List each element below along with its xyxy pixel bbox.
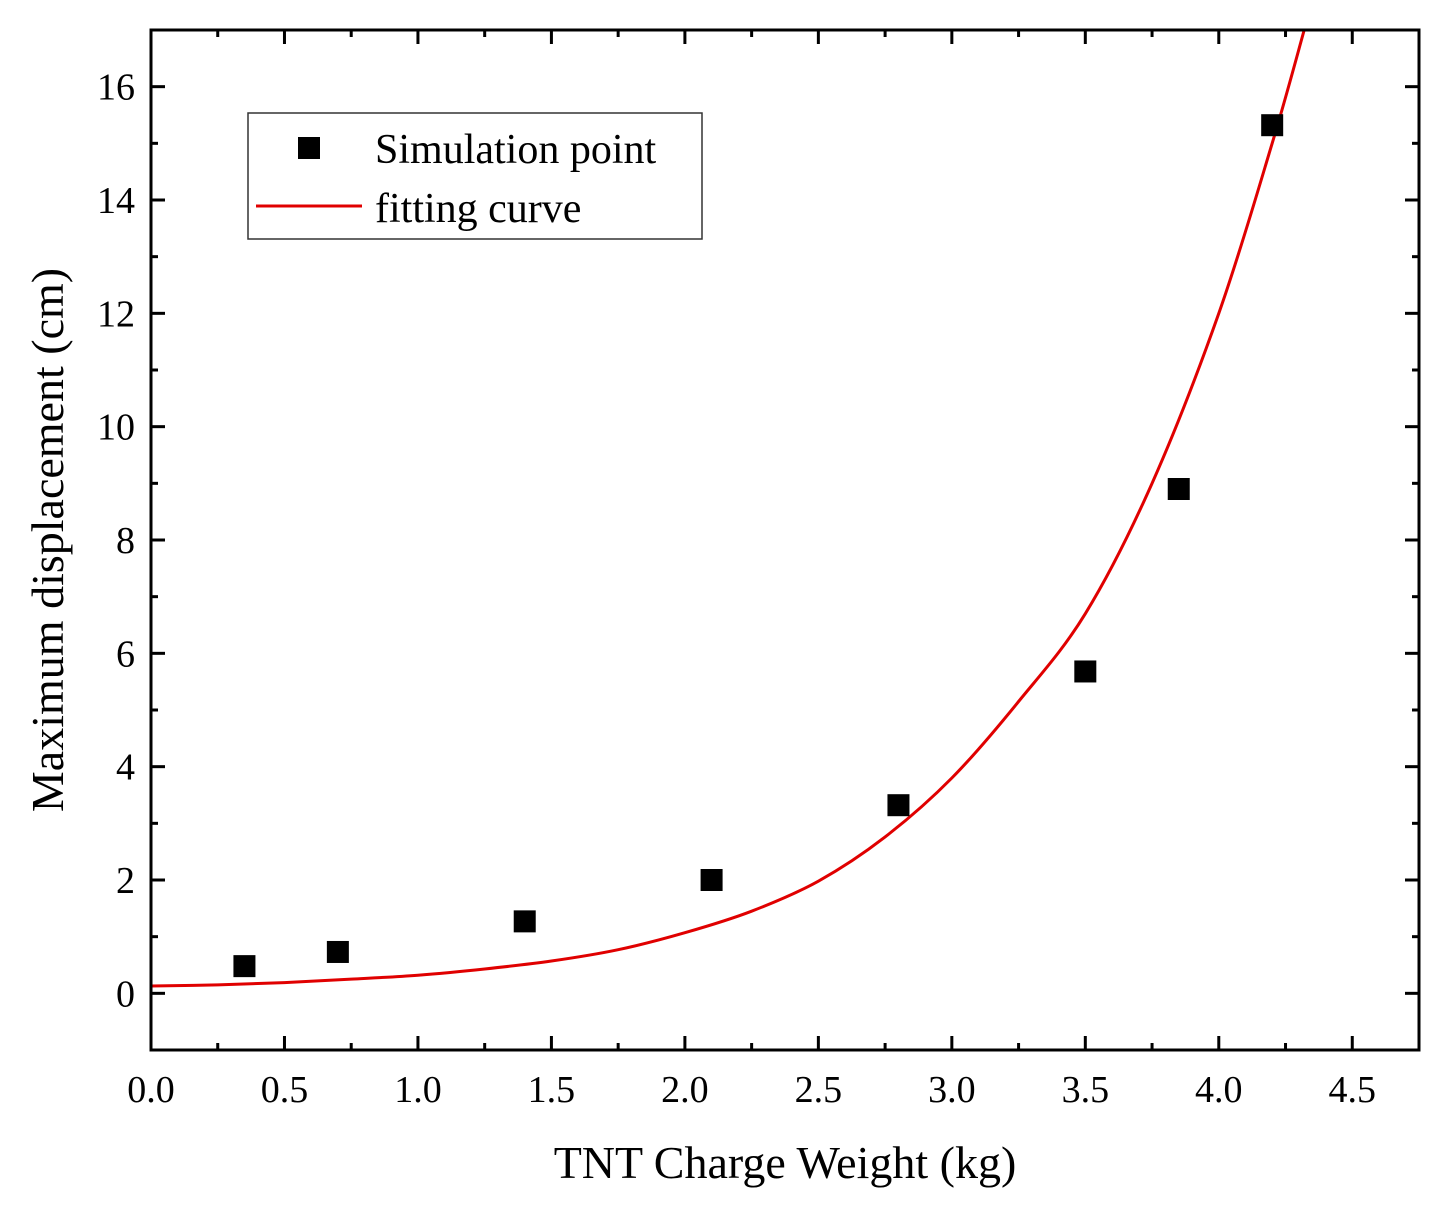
fitting-curve-layer bbox=[151, 30, 1306, 988]
simulation-point bbox=[1074, 660, 1097, 683]
plot-frame bbox=[149, 28, 1421, 1052]
x-tick-label: 0.5 bbox=[261, 1069, 309, 1111]
axis-ticks: 0.0 0.5 1.0 1.5 2.0 2.5 3.0 3.5 4.0 4.5 0 2 4 6 8 10 12 1… bbox=[97, 28, 1419, 1111]
simulation-points-layer bbox=[233, 114, 1284, 978]
simulation-point bbox=[700, 869, 723, 891]
x-tick-label: 3.5 bbox=[1062, 1069, 1110, 1111]
x-tick-label: 1.0 bbox=[394, 1069, 442, 1111]
simulation-point bbox=[326, 940, 349, 963]
y-tick-label: 16 bbox=[97, 67, 135, 109]
x-tick-label: 2.0 bbox=[661, 1069, 709, 1111]
x-tick-label: 4.0 bbox=[1195, 1069, 1243, 1111]
y-tick-label: 2 bbox=[116, 860, 135, 902]
legend-square-marker bbox=[298, 137, 320, 159]
legend: Simulation point fitting curve bbox=[247, 112, 703, 240]
y-tick-label: 0 bbox=[116, 973, 135, 1015]
y-tick-label: 10 bbox=[97, 407, 135, 449]
y-tick-label: 4 bbox=[116, 747, 135, 789]
simulation-point bbox=[887, 794, 910, 817]
legend-box bbox=[247, 112, 703, 240]
simulation-point bbox=[233, 955, 256, 978]
x-tick-label: 2.5 bbox=[795, 1069, 843, 1111]
y-tick-label: 12 bbox=[97, 293, 135, 335]
x-tick-label: 3.0 bbox=[928, 1069, 976, 1111]
fitting-curve-line bbox=[151, 30, 1306, 988]
simulation-point bbox=[1261, 114, 1284, 137]
simulation-point bbox=[1167, 478, 1190, 500]
x-tick-label: 4.5 bbox=[1329, 1069, 1377, 1111]
x-axis-title: TNT Charge Weight (kg) bbox=[554, 1137, 1017, 1188]
y-tick-label: 8 bbox=[116, 520, 135, 562]
y-tick-label: 6 bbox=[116, 633, 135, 675]
x-tick-label: 1.5 bbox=[528, 1069, 576, 1111]
y-tick-label: 14 bbox=[97, 180, 135, 222]
legend-label-simulation-point: Simulation point bbox=[375, 127, 657, 173]
simulation-point bbox=[513, 910, 536, 933]
legend-label-fitting-curve: fitting curve bbox=[375, 186, 581, 232]
x-tick-label: 0.0 bbox=[127, 1069, 175, 1111]
y-axis-title: Maximum displacement (cm) bbox=[22, 268, 73, 812]
